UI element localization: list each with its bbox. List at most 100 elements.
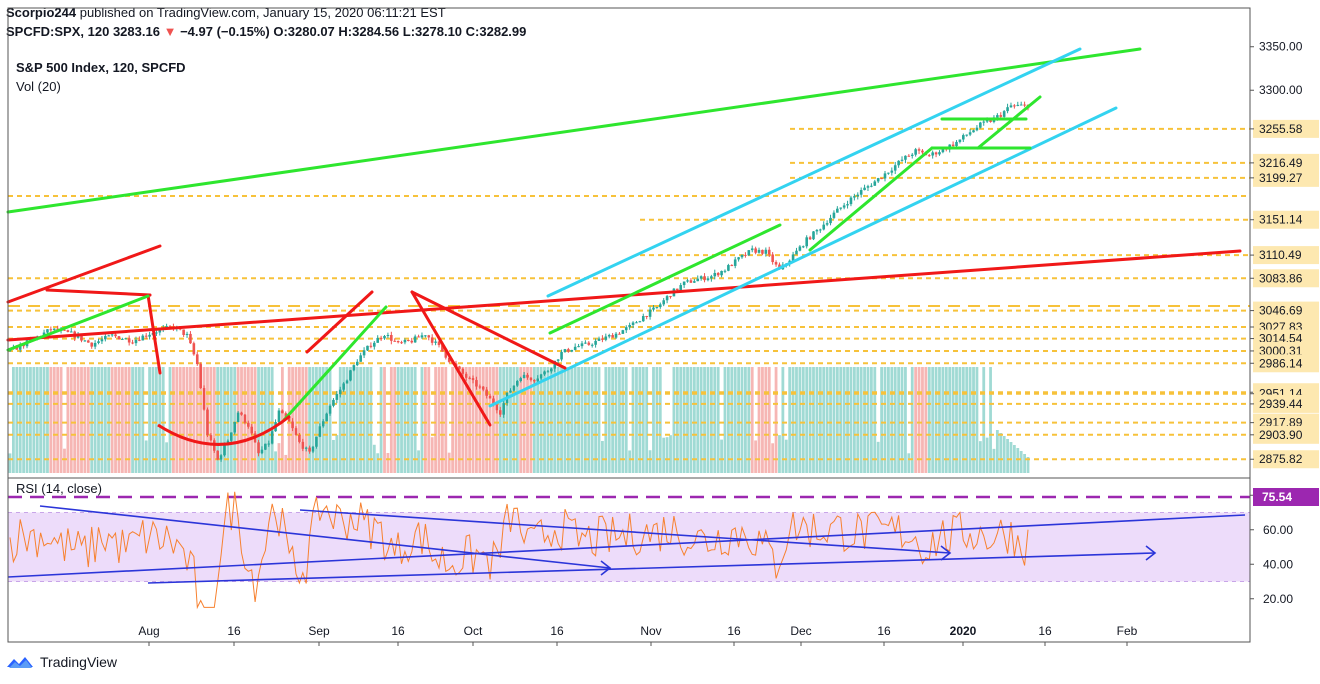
candle-body <box>730 265 734 267</box>
candle-body <box>403 339 407 343</box>
published-text: published on TradingView.com, January 15… <box>79 5 446 20</box>
brand-name: TradingView <box>40 654 118 670</box>
trend-line <box>488 106 1118 408</box>
volume-bar <box>815 367 819 473</box>
candle-body <box>485 389 488 396</box>
trend-line <box>546 47 1082 298</box>
candle-body <box>393 340 397 342</box>
candle-body <box>247 422 250 427</box>
candle-body <box>614 333 618 338</box>
candle-body <box>904 155 907 160</box>
candle-body <box>938 152 941 155</box>
candle-body <box>400 342 403 344</box>
volume-bar <box>250 367 254 473</box>
candle-body <box>345 380 349 384</box>
candle-body <box>478 386 482 388</box>
candle-body <box>951 144 955 147</box>
volume-bar <box>42 367 46 473</box>
candle-body <box>185 333 189 335</box>
volume-bar <box>744 367 747 473</box>
volume-bar <box>852 367 856 473</box>
price-label-bg <box>1253 119 1319 138</box>
volume-bar <box>83 367 87 473</box>
low-value: 3278.10 <box>415 24 463 39</box>
volume-bar <box>924 367 928 473</box>
volume-bar <box>379 367 383 473</box>
volume-bar <box>63 448 66 473</box>
volume-bar <box>515 367 519 473</box>
volume-bar <box>526 367 529 473</box>
candle-body <box>270 431 274 444</box>
candle-body <box>750 248 754 251</box>
volume-bar <box>519 367 523 473</box>
candle-body <box>219 455 223 460</box>
volume-bar <box>216 367 220 473</box>
rsi-trendline <box>147 552 1156 584</box>
volume-bar <box>383 367 386 473</box>
volume-bar <box>931 367 935 473</box>
volume-bar <box>675 367 679 473</box>
candle-body <box>563 349 567 352</box>
volume-bar <box>781 367 785 473</box>
candle-body <box>1002 111 1006 117</box>
volume-bar <box>93 367 97 473</box>
candle-body <box>481 386 485 390</box>
volume-bar <box>750 367 754 473</box>
volume-bar <box>49 367 53 473</box>
volume-bar <box>189 367 192 473</box>
time-axis[interactable]: Aug 16 Sep 16 Oct 16 Nov 16 Dec 16 2020 16 Feb <box>138 624 1138 646</box>
volume-bar <box>961 367 965 473</box>
volume-bar <box>226 367 230 473</box>
candle-body <box>618 333 621 335</box>
candle-body <box>907 155 911 157</box>
candle-body <box>682 281 686 286</box>
candle-body <box>90 342 94 347</box>
volume-bar <box>876 441 880 473</box>
volume-bar <box>607 367 611 473</box>
candle-body <box>117 336 121 340</box>
volume-bar <box>788 367 792 473</box>
candle-body <box>573 346 577 350</box>
volume-bar <box>662 437 666 473</box>
candle-body <box>716 272 720 276</box>
candle-body <box>985 120 989 122</box>
volume-bar <box>570 367 574 473</box>
open-label: O: <box>273 24 288 39</box>
candle-body <box>515 381 519 386</box>
candle-body <box>958 139 962 142</box>
volume-bar <box>338 367 342 473</box>
candle-body <box>315 436 318 447</box>
candle-body <box>703 276 706 281</box>
volume-bar <box>172 367 175 473</box>
volume-bar <box>543 367 546 473</box>
candle-body <box>165 326 168 328</box>
publisher-name[interactable]: Scorpio244 <box>6 5 77 20</box>
candle-body <box>127 338 131 343</box>
rounding-bottom-arc <box>157 414 291 446</box>
candle-body <box>396 341 400 343</box>
volume-bar <box>151 367 155 473</box>
volume-bar <box>366 367 369 473</box>
volume-bar <box>914 367 918 473</box>
volume-bar <box>757 367 761 473</box>
volume-bar <box>352 367 356 473</box>
volume-bar <box>359 367 363 473</box>
volume-bar <box>689 367 693 473</box>
footer-brand[interactable]: TradingView <box>6 654 117 670</box>
volume-bar <box>978 441 982 473</box>
candle-body <box>989 120 992 122</box>
volume-bar <box>835 367 839 473</box>
candle-body <box>757 249 761 253</box>
candle-body <box>301 441 305 449</box>
volume-bar <box>641 367 645 473</box>
arrow-head-icon <box>940 545 952 561</box>
volume-bar <box>972 367 975 473</box>
volume-bar <box>260 367 264 473</box>
candle-body <box>611 335 614 338</box>
volume-bar <box>808 367 812 473</box>
volume-bar <box>8 453 12 473</box>
candle-body <box>1019 104 1023 106</box>
time-label: Feb <box>1117 624 1138 638</box>
